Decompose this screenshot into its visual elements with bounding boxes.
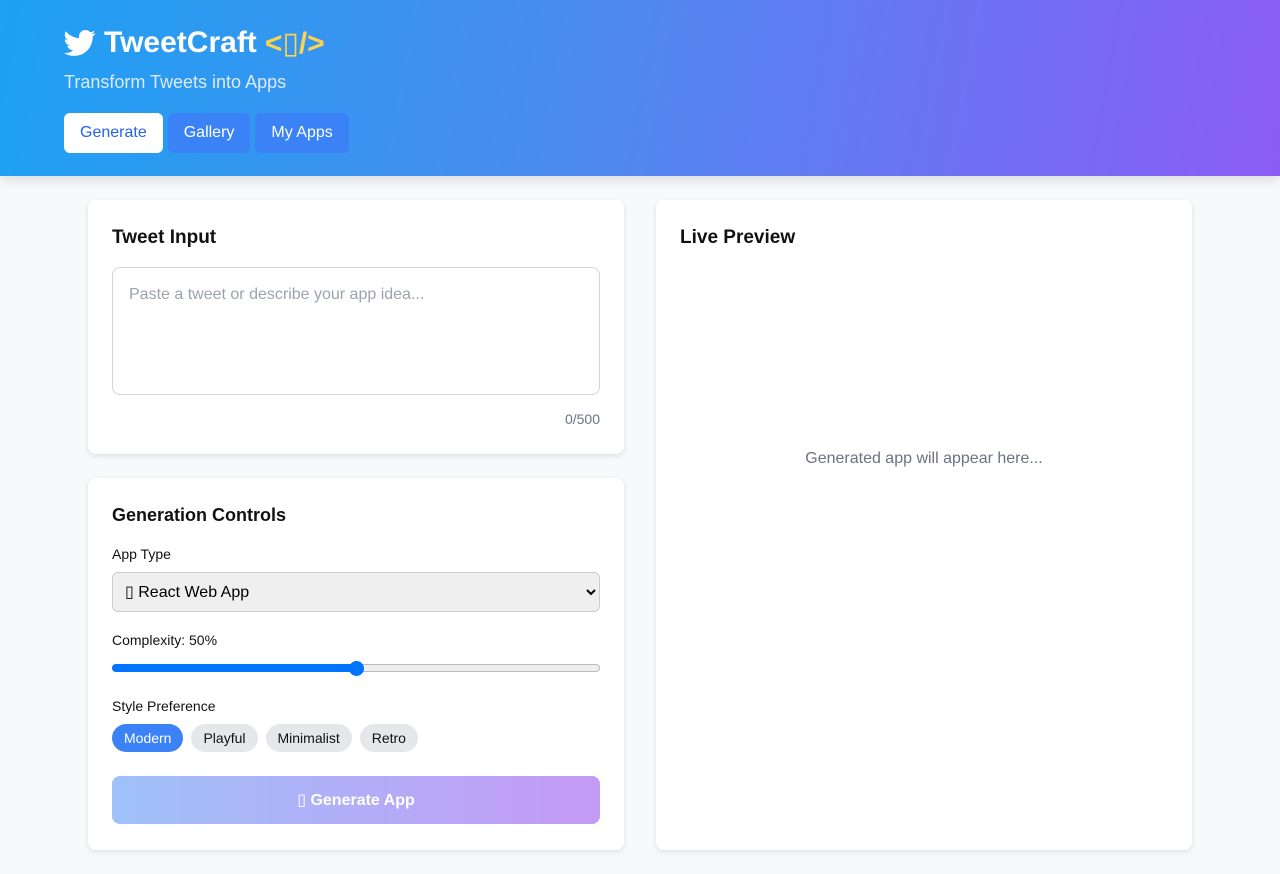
slider-thumb[interactable]: [349, 661, 364, 676]
style-options: Modern Playful Minimalist Retro: [112, 724, 600, 752]
app-name: TweetCraft: [104, 26, 257, 59]
generate-app-button[interactable]: ▯ Generate App: [112, 776, 600, 824]
preview-title: Live Preview: [680, 227, 796, 248]
complexity-label: Complexity: 50%: [112, 632, 218, 648]
style-playful[interactable]: Playful: [191, 724, 258, 752]
controls-title: Generation Controls: [112, 505, 287, 525]
app-type-select[interactable]: ▯ React Web App: [112, 572, 600, 612]
style-modern[interactable]: Modern: [112, 724, 184, 752]
style-retro[interactable]: Retro: [359, 724, 418, 752]
app-title: TweetCraft <▯/>: [64, 24, 1216, 62]
app-subtitle: Transform Tweets into Apps: [64, 72, 287, 92]
code-badge: <▯/>: [264, 26, 325, 60]
slider-fill: [112, 664, 356, 672]
twitter-bird-icon: [64, 30, 96, 56]
char-count: 0/500: [564, 411, 600, 427]
main-nav: Generate Gallery My Apps: [64, 113, 1216, 153]
preview-placeholder: Generated app will appear here...: [805, 450, 1043, 467]
tweet-input-title: Tweet Input: [112, 227, 217, 248]
complexity-slider[interactable]: [112, 658, 600, 678]
nav-generate[interactable]: Generate: [64, 113, 163, 153]
style-minimalist[interactable]: Minimalist: [265, 724, 352, 752]
tweet-input-card: Tweet Input 0/500: [88, 200, 624, 454]
app-header: TweetCraft <▯/> Transform Tweets into Ap…: [0, 0, 1280, 176]
tweet-input-field[interactable]: [112, 267, 600, 395]
generation-controls-card: Generation Controls App Type ▯ React Web…: [88, 478, 624, 850]
style-label: Style Preference: [112, 698, 216, 714]
app-type-label: App Type: [112, 546, 171, 562]
nav-gallery[interactable]: Gallery: [167, 113, 251, 153]
live-preview-card: Live Preview Generated app will appear h…: [656, 200, 1192, 850]
nav-my-apps[interactable]: My Apps: [255, 113, 349, 153]
